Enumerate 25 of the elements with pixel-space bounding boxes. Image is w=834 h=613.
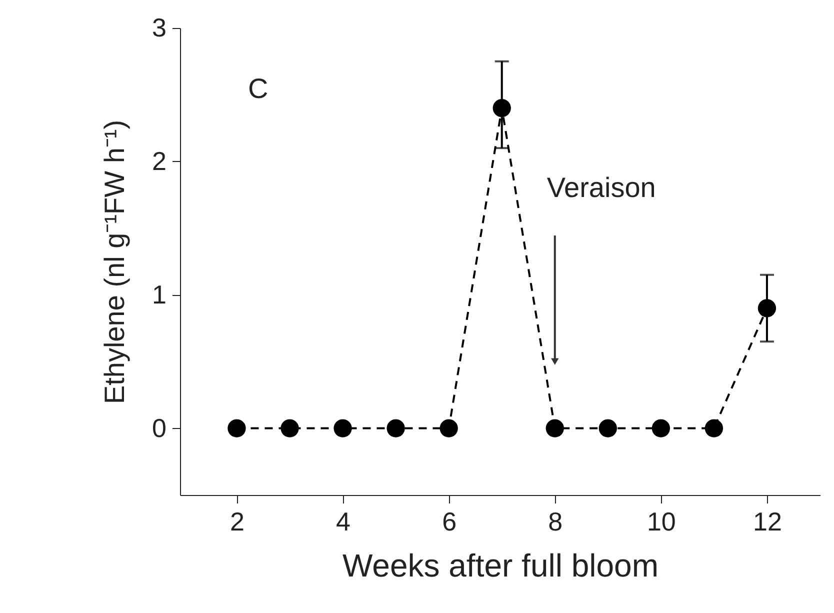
y-tick-label: 0 xyxy=(152,412,166,443)
x-tick-label: 10 xyxy=(646,506,676,536)
x-tick-label: 2 xyxy=(230,506,244,536)
point xyxy=(758,299,776,318)
y-tick-label: 2 xyxy=(152,146,166,176)
x-axis-title: Weeks after full bloom xyxy=(342,548,658,584)
point xyxy=(334,419,352,438)
x-tick-label: 12 xyxy=(753,506,782,536)
x-tick-label: 6 xyxy=(442,506,457,536)
point xyxy=(492,98,511,118)
point xyxy=(598,419,617,438)
point xyxy=(228,419,246,438)
point xyxy=(386,419,405,438)
x-tick-label: 8 xyxy=(548,506,563,536)
annotation: C xyxy=(248,73,268,104)
y-tick-label: 3 xyxy=(152,12,166,42)
x-tick-label: 4 xyxy=(336,506,351,536)
point xyxy=(546,419,564,438)
y-axis-title: Ethylene (nl g⁻¹FW h⁻¹) xyxy=(99,120,130,404)
y-tick-label: 1 xyxy=(152,279,166,310)
annotation: Veraison xyxy=(546,172,656,203)
point xyxy=(652,419,670,438)
point xyxy=(280,419,299,438)
point xyxy=(440,419,458,438)
point xyxy=(704,419,724,438)
